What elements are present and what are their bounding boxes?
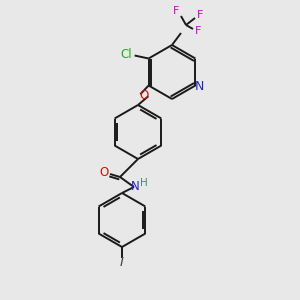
Text: H: H: [140, 178, 148, 188]
Text: F: F: [173, 6, 179, 16]
Text: N: N: [195, 80, 204, 93]
Text: N: N: [130, 179, 140, 193]
Text: F: F: [195, 26, 201, 36]
Text: O: O: [140, 89, 149, 102]
Text: F: F: [197, 10, 203, 20]
Text: Cl: Cl: [121, 48, 132, 61]
Text: O: O: [99, 167, 109, 179]
Text: I: I: [120, 256, 124, 269]
